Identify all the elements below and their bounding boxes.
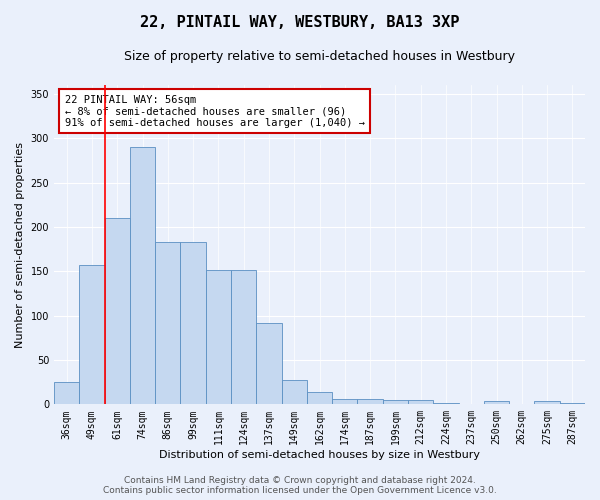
Bar <box>332 399 358 404</box>
Bar <box>130 147 155 405</box>
Bar <box>408 400 433 404</box>
Bar <box>155 242 181 404</box>
Title: Size of property relative to semi-detached houses in Westbury: Size of property relative to semi-detach… <box>124 50 515 63</box>
Bar <box>79 265 104 404</box>
Text: 22 PINTAIL WAY: 56sqm
← 8% of semi-detached houses are smaller (96)
91% of semi-: 22 PINTAIL WAY: 56sqm ← 8% of semi-detac… <box>65 94 365 128</box>
Bar <box>231 270 256 404</box>
Bar <box>484 401 509 404</box>
Bar <box>281 380 307 404</box>
Bar <box>206 270 231 404</box>
Bar <box>307 392 332 404</box>
Y-axis label: Number of semi-detached properties: Number of semi-detached properties <box>15 142 25 348</box>
Bar <box>181 242 206 404</box>
Bar <box>256 322 281 404</box>
Text: Contains HM Land Registry data © Crown copyright and database right 2024.
Contai: Contains HM Land Registry data © Crown c… <box>103 476 497 495</box>
Bar <box>104 218 130 404</box>
X-axis label: Distribution of semi-detached houses by size in Westbury: Distribution of semi-detached houses by … <box>159 450 480 460</box>
Bar <box>54 382 79 404</box>
Bar <box>383 400 408 404</box>
Bar <box>535 401 560 404</box>
Text: 22, PINTAIL WAY, WESTBURY, BA13 3XP: 22, PINTAIL WAY, WESTBURY, BA13 3XP <box>140 15 460 30</box>
Bar <box>560 402 585 404</box>
Bar <box>358 399 383 404</box>
